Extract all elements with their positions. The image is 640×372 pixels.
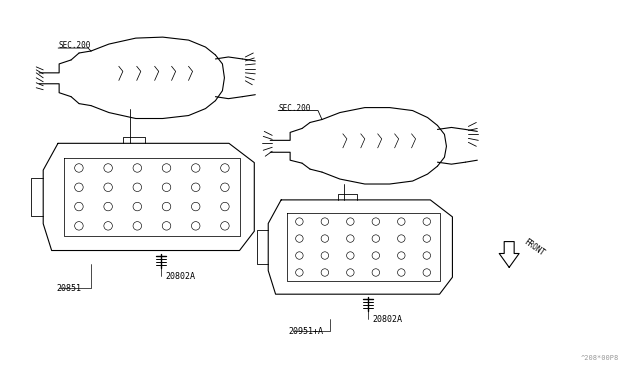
Text: 20851: 20851 <box>56 284 81 293</box>
Text: 20802A: 20802A <box>166 272 196 281</box>
Text: SEC.200: SEC.200 <box>278 103 310 113</box>
Text: SEC.200: SEC.200 <box>58 41 90 50</box>
Text: 20951+A: 20951+A <box>288 327 323 336</box>
Text: 20802A: 20802A <box>372 315 403 324</box>
Text: ^208*00P8: ^208*00P8 <box>580 355 619 361</box>
Text: FRONT: FRONT <box>522 237 546 258</box>
